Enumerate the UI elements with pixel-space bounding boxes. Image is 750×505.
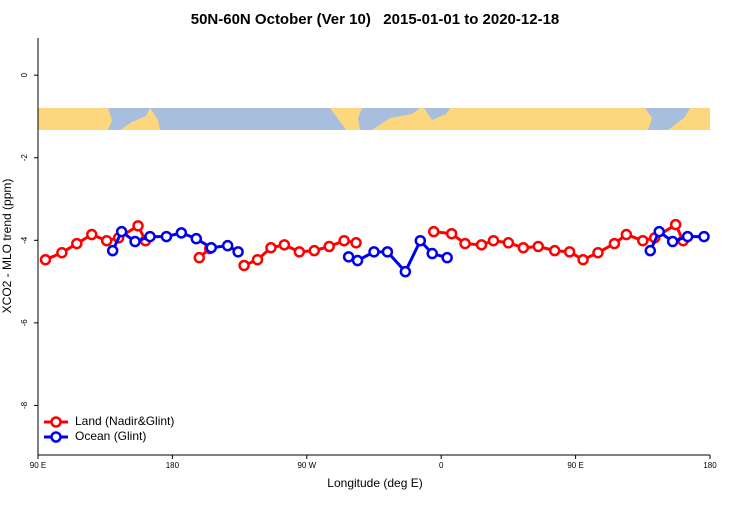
- data-point: [39, 253, 52, 266]
- data-point: [106, 244, 119, 257]
- data-point: [475, 239, 488, 251]
- data-point: [308, 244, 321, 257]
- data-point: [323, 240, 335, 253]
- data-point: [548, 244, 561, 257]
- map-ocean: [424, 108, 450, 120]
- data-point: [221, 239, 234, 252]
- data-point: [100, 234, 113, 247]
- y-tick-label: -4: [20, 236, 29, 244]
- data-point: [175, 227, 188, 239]
- data-point: [592, 246, 604, 259]
- series-line: [44, 223, 685, 267]
- map-ocean: [358, 108, 420, 130]
- data-point: [144, 230, 156, 243]
- data-point: [190, 232, 203, 245]
- data-point: [426, 247, 438, 260]
- chart-title: 50N-60N October (Ver 10) 2015-01-01 to 2…: [191, 11, 560, 28]
- data-point: [517, 241, 530, 254]
- data-point: [681, 230, 694, 243]
- x-tick-label: 180: [166, 461, 180, 470]
- data-point: [71, 237, 83, 250]
- x-tick-label: 180: [703, 461, 717, 470]
- legend-marker: [50, 431, 62, 443]
- data-point: [160, 230, 173, 243]
- data-point: [666, 235, 679, 248]
- data-point: [427, 225, 440, 238]
- data-point: [278, 239, 291, 251]
- data-point: [265, 241, 277, 254]
- map-band: [38, 108, 710, 130]
- y-tick-label: -2: [20, 154, 29, 162]
- legend-item: Ocean (Glint): [44, 429, 146, 443]
- data-point: [86, 228, 98, 241]
- data-point: [205, 241, 217, 254]
- data-point: [563, 246, 576, 258]
- data-point: [669, 218, 682, 231]
- data-point: [338, 234, 350, 247]
- y-tick-label: -8: [20, 401, 29, 409]
- data-point: [459, 237, 471, 250]
- data-point: [251, 253, 264, 266]
- x-tick-label: 90 W: [297, 461, 316, 470]
- data-point: [232, 246, 244, 258]
- data-point: [532, 240, 545, 253]
- map-ocean: [150, 108, 346, 130]
- data-point: [342, 251, 355, 263]
- data-point: [637, 234, 649, 247]
- y-tick-label: -6: [20, 319, 29, 327]
- data-point: [368, 246, 380, 258]
- data-point: [487, 234, 500, 247]
- data-point: [502, 237, 515, 249]
- data-point: [620, 228, 633, 241]
- x-axis-title: Longitude (deg E): [327, 476, 422, 490]
- legend-label: Ocean (Glint): [75, 429, 146, 443]
- data-point: [644, 244, 657, 257]
- data-point: [129, 235, 141, 248]
- data-point: [193, 251, 206, 264]
- x-tick-label: 90 E: [567, 461, 583, 470]
- y-axis-title: XCO2 - MLO trend (ppm): [0, 179, 14, 314]
- data-point: [238, 259, 250, 272]
- data-point: [445, 227, 458, 240]
- legend-marker: [50, 416, 62, 428]
- data-point: [56, 246, 68, 259]
- data-point: [351, 254, 364, 267]
- data-point: [441, 251, 453, 264]
- data-point: [653, 225, 665, 238]
- y-tick-label: 0: [20, 72, 29, 77]
- x-tick-label: 0: [439, 461, 444, 470]
- legend-item: Land (Nadir&Glint): [44, 414, 174, 428]
- data-point: [577, 253, 589, 266]
- data-point: [698, 230, 710, 243]
- map-ocean: [645, 108, 690, 130]
- data-point: [132, 220, 144, 232]
- data-point: [350, 237, 362, 249]
- data-point: [608, 237, 621, 250]
- legend-label: Land (Nadir&Glint): [75, 414, 174, 428]
- data-point: [293, 246, 306, 258]
- data-point: [399, 265, 412, 278]
- map-ocean: [108, 108, 150, 130]
- x-tick-label: 90 E: [30, 461, 46, 470]
- data-point: [115, 225, 128, 238]
- data-point: [381, 246, 394, 258]
- data-point: [414, 234, 427, 247]
